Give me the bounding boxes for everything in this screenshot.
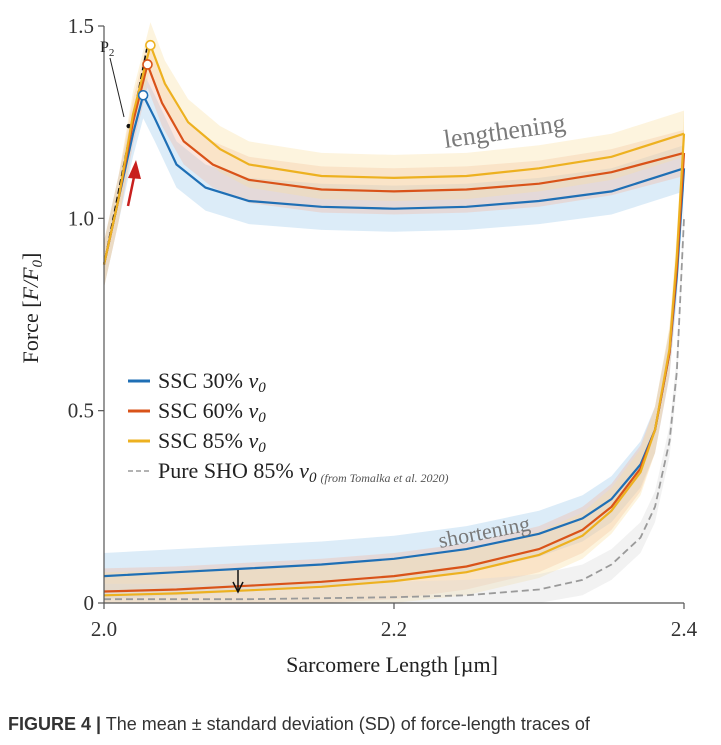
sd-band-ssc-30-v0-shortening (104, 145, 684, 600)
legend-label-ssc-60-v0: SSC 60% v0 (158, 398, 266, 426)
sd-band-pure-sho-85-v0-shortening (104, 202, 684, 603)
p2-pointer (109, 57, 125, 118)
x-axis-title: Sarcomere Length [µm] (286, 652, 498, 677)
y-tick-label-0.5: 0.5 (68, 399, 94, 423)
y-axis-title-subscript: 0 (30, 259, 46, 267)
sd-band-ssc-85-v0-lengthening (104, 22, 684, 288)
figure-caption: FIGURE 4 | The mean ± standard deviation… (8, 714, 713, 735)
peak-marker-ssc-60-v0 (142, 59, 153, 70)
p2-subscript: 2 (109, 47, 115, 59)
p2-label: P (100, 39, 109, 56)
caption-text: The mean ± standard deviation (SD) of fo… (101, 714, 590, 734)
caption-label: FIGURE 4 | (8, 714, 102, 734)
x-tick-label-2.4: 2.4 (671, 617, 698, 641)
legend-background (122, 358, 542, 498)
peak-marker-ssc-30-v0 (137, 89, 149, 101)
legend-label-pure-sho-85-v0: Pure SHO 85% v0 (from Tomalka et al. 2020… (158, 458, 449, 486)
legend-label-ssc-30-v0: SSC 30% v0 (158, 368, 266, 396)
chart: 2.0 2.2 2.400.51.01.5 lengthening shorteni… (18, 14, 698, 677)
y-tick-label-0: 0 (84, 591, 95, 615)
peak-markers (137, 39, 156, 101)
red-arrow-icon (126, 160, 141, 207)
legend-label-ssc-85-v0: SSC 85% v0 (158, 428, 266, 456)
y-tick-label-1.5: 1.5 (68, 14, 94, 38)
ticks: 2.0 2.2 2.4 0 0.5 1.0 1.5 (68, 14, 698, 641)
y-tick-label-1.0: 1.0 (68, 206, 94, 230)
series-line-ssc-85-v0-shortening (103, 133, 686, 597)
y-axis-title-end: ] (18, 253, 43, 260)
series-line-ssc-60-v0-lengthening (102, 60, 685, 265)
peak-marker-ssc-85-v0 (145, 39, 156, 51)
x-tick-label-2.0: 2.0 (91, 617, 117, 641)
series-line-ssc-30-v0-lengthening (102, 92, 685, 265)
y-axis-title-text: Force [ (18, 300, 43, 363)
y-axis-title-symbol: F/F (18, 267, 43, 302)
annotation-p2: P2 (100, 39, 114, 59)
down-arrow-icon (232, 570, 244, 594)
sd-bands (104, 22, 684, 603)
series-lines (102, 41, 686, 601)
series-line-ssc-85-v0-lengthening (102, 41, 685, 265)
series-line-pure-sho-85-v0-shortening (104, 218, 685, 601)
y-axis-title: Force [F/F0] (18, 253, 46, 364)
x-tick-label-2.2: 2.2 (381, 617, 407, 641)
